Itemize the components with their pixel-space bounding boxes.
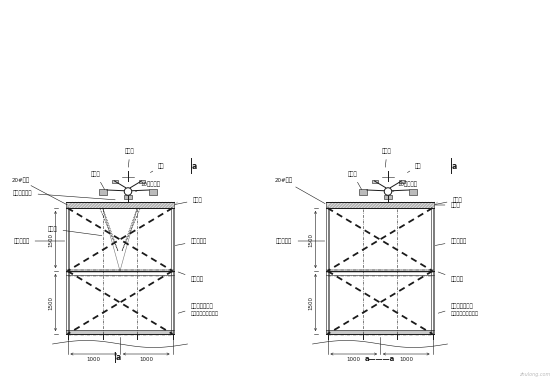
Text: 每二步水平杆设一道: 每二步水平杆设一道 bbox=[450, 312, 479, 317]
Text: 脚手架: 脚手架 bbox=[435, 202, 460, 208]
Bar bbox=[111, 179, 118, 183]
Bar bbox=[99, 189, 107, 194]
Text: a———a: a———a bbox=[365, 356, 395, 362]
Circle shape bbox=[124, 188, 132, 195]
Text: 10十千斤顶: 10十千斤顶 bbox=[136, 181, 160, 192]
Bar bbox=[409, 189, 417, 194]
Text: 20#槽钢: 20#槽钢 bbox=[11, 177, 68, 205]
Text: 格构支架: 格构支架 bbox=[178, 272, 203, 282]
Text: 下垫件: 下垫件 bbox=[382, 149, 392, 167]
Text: 纵向水平杆: 纵向水平杆 bbox=[175, 238, 207, 245]
Text: 顶杆: 顶杆 bbox=[407, 163, 422, 173]
Text: a: a bbox=[116, 352, 122, 361]
Bar bbox=[371, 179, 377, 183]
Bar bbox=[399, 179, 404, 183]
Text: 1500: 1500 bbox=[309, 296, 314, 310]
Bar bbox=[66, 269, 174, 273]
Bar bbox=[326, 269, 434, 273]
Text: 顶杆: 顶杆 bbox=[151, 163, 165, 173]
Text: 脚手架: 脚手架 bbox=[435, 197, 462, 205]
Bar bbox=[384, 195, 392, 199]
Bar bbox=[326, 330, 434, 334]
Text: 10十千斤顶: 10十千斤顶 bbox=[393, 181, 417, 192]
Text: 横向水平杆: 横向水平杆 bbox=[276, 238, 325, 244]
Text: 下垫件: 下垫件 bbox=[91, 172, 105, 189]
Text: 下垫件: 下垫件 bbox=[125, 149, 135, 167]
Text: 八字撑: 八字撑 bbox=[48, 226, 102, 236]
Text: 每二步水平杆设一道: 每二步水平杆设一道 bbox=[190, 312, 218, 317]
Bar bbox=[138, 179, 144, 183]
Text: 1500: 1500 bbox=[309, 233, 314, 247]
Text: 脚手架: 脚手架 bbox=[175, 197, 202, 205]
Text: 格构支架: 格构支架 bbox=[438, 272, 464, 282]
Bar bbox=[359, 189, 367, 194]
Text: 横杆天顶底板: 横杆天顶底板 bbox=[13, 190, 115, 200]
Text: 下垫件: 下垫件 bbox=[348, 172, 362, 189]
Text: zhulong.com: zhulong.com bbox=[519, 372, 550, 377]
Bar bbox=[66, 330, 174, 334]
Text: 1000: 1000 bbox=[399, 357, 413, 362]
Text: 1000: 1000 bbox=[87, 357, 101, 362]
Text: 1000: 1000 bbox=[347, 357, 361, 362]
Text: 1000: 1000 bbox=[139, 357, 153, 362]
Text: a: a bbox=[451, 161, 457, 170]
Text: 1500: 1500 bbox=[49, 233, 54, 247]
Text: 纵向水平杆: 纵向水平杆 bbox=[435, 238, 466, 245]
Circle shape bbox=[384, 188, 392, 195]
Text: 附加水平剪刀撑: 附加水平剪刀撑 bbox=[438, 303, 473, 313]
Bar bbox=[326, 202, 434, 208]
Text: a: a bbox=[192, 161, 197, 170]
Text: 1500: 1500 bbox=[49, 296, 54, 310]
Bar bbox=[66, 202, 174, 208]
Text: 横向水平杆: 横向水平杆 bbox=[13, 238, 65, 244]
Bar bbox=[149, 189, 157, 194]
Bar bbox=[124, 195, 132, 199]
Text: 20#槽钢: 20#槽钢 bbox=[274, 177, 325, 203]
Text: 附加水平剪刀撑: 附加水平剪刀撑 bbox=[178, 303, 213, 313]
